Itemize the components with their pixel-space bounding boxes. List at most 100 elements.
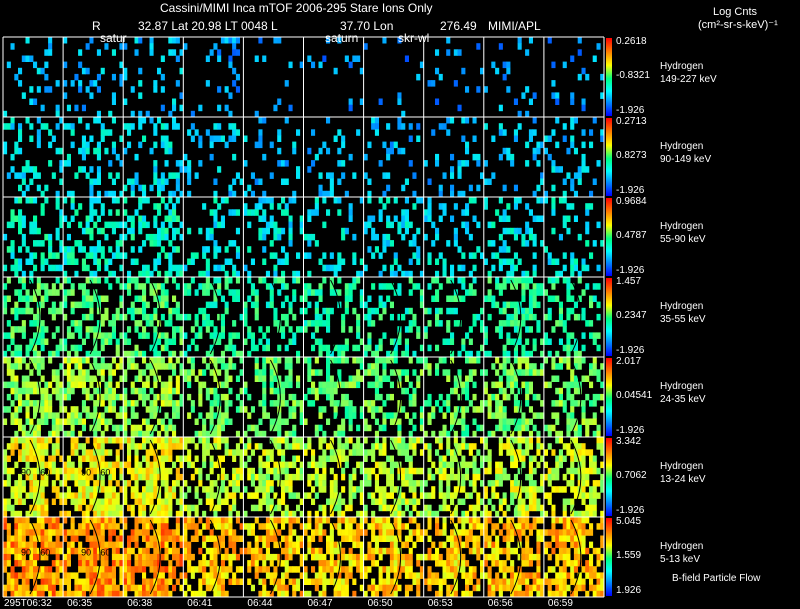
heatmap-cell <box>491 295 496 302</box>
heatmap-cell <box>273 37 278 44</box>
heatmap-cell <box>164 578 169 585</box>
heatmap-cell <box>55 572 60 579</box>
heatmap-cell <box>183 541 188 549</box>
heatmap-cell <box>235 517 240 524</box>
heatmap-cell <box>179 67 184 75</box>
heatmap-cell <box>412 387 417 395</box>
heatmap-cell <box>55 473 60 481</box>
heatmap-cell <box>14 541 19 549</box>
heatmap-cell <box>3 480 8 487</box>
heatmap-cell <box>382 190 387 198</box>
heatmap-cell <box>78 332 83 339</box>
heatmap-cell <box>138 566 143 573</box>
heatmap-cell <box>299 406 304 413</box>
heatmap-cell <box>51 307 56 315</box>
heatmap-cell <box>307 252 312 259</box>
heatmap-cell <box>250 492 255 499</box>
heatmap-cell <box>18 400 23 407</box>
heatmap-cell <box>314 492 319 499</box>
heatmap-cell <box>288 338 293 345</box>
heatmap-cell <box>348 153 353 161</box>
heatmap-cell <box>468 369 473 376</box>
heatmap-cell <box>63 215 68 222</box>
heatmap-cell <box>63 492 68 499</box>
heatmap-cell <box>427 203 432 210</box>
heatmap-cell <box>555 467 560 475</box>
heatmap-cell <box>427 412 432 419</box>
heatmap-cell <box>213 504 218 512</box>
heatmap-cell <box>468 400 473 407</box>
heatmap-cell <box>10 246 15 253</box>
heatmap-cell <box>498 283 503 290</box>
heatmap-cell <box>202 486 207 493</box>
heatmap-cell <box>115 430 120 438</box>
heatmap-cell <box>322 437 327 444</box>
heatmap-cell <box>70 406 75 413</box>
heatmap-cell <box>419 197 424 204</box>
heatmap-cell <box>59 418 64 425</box>
heatmap-cell <box>93 246 98 253</box>
heatmap-cell <box>25 307 30 315</box>
heatmap-cell <box>363 473 368 481</box>
heatmap-cell <box>93 357 98 364</box>
heatmap-cell <box>367 449 372 456</box>
heatmap-cell <box>93 387 98 395</box>
heatmap-cell <box>581 418 586 425</box>
heatmap-cell <box>123 498 128 505</box>
heatmap-cell <box>160 246 165 253</box>
heatmap-cell <box>525 357 530 364</box>
heatmap-cell <box>44 566 49 573</box>
heatmap-cell <box>66 553 71 561</box>
heatmap-cell <box>513 350 518 358</box>
heatmap-cell <box>337 178 342 185</box>
heatmap-cell <box>55 147 60 155</box>
heatmap-cell <box>10 332 15 339</box>
heatmap-cell <box>491 240 496 247</box>
heatmap-cell <box>142 393 147 401</box>
heatmap-cell <box>25 529 30 536</box>
heatmap-cell <box>506 375 511 382</box>
heatmap-cell <box>14 147 19 155</box>
heatmap-cell <box>183 523 188 530</box>
heatmap-cell <box>160 104 165 112</box>
heatmap-cell <box>502 307 507 315</box>
heatmap-cell <box>145 301 150 309</box>
heatmap-cell <box>168 240 173 247</box>
heatmap-cell <box>600 443 605 450</box>
heatmap-cell <box>164 301 169 309</box>
heatmap-cell <box>74 467 79 475</box>
heatmap-cell <box>487 449 492 456</box>
heatmap-cell <box>89 326 94 333</box>
heatmap-cell <box>100 578 105 585</box>
heatmap-cell <box>273 461 278 469</box>
heatmap-cell <box>495 492 500 499</box>
heatmap-cell <box>168 572 173 579</box>
heatmap-cell <box>55 393 60 401</box>
heatmap-cell <box>179 393 184 401</box>
heatmap-cell <box>130 572 135 579</box>
heatmap-cell <box>337 147 342 155</box>
heatmap-cell <box>66 369 71 376</box>
heatmap-cell <box>14 523 19 530</box>
heatmap-cell <box>93 252 98 259</box>
heatmap-cell <box>202 289 207 296</box>
heatmap-cell <box>134 517 139 524</box>
heatmap-cell <box>352 233 357 241</box>
heatmap-cell <box>3 510 8 518</box>
heatmap-cell <box>111 147 116 155</box>
heatmap-cell <box>78 369 83 376</box>
heatmap-cell <box>378 313 383 321</box>
heatmap-cell <box>70 492 75 499</box>
heatmap-cell <box>55 560 60 567</box>
heatmap-cell <box>40 578 45 585</box>
heatmap-cell <box>367 492 372 499</box>
heatmap-cell <box>465 424 470 432</box>
heatmap-cell <box>51 560 56 567</box>
heatmap-cell <box>187 455 192 462</box>
heatmap-cell <box>44 418 49 425</box>
heatmap-cell <box>453 473 458 481</box>
heatmap-cell <box>562 455 567 462</box>
heatmap-cell <box>134 320 139 327</box>
heatmap-cell <box>570 473 575 481</box>
heatmap-cell <box>296 437 301 444</box>
